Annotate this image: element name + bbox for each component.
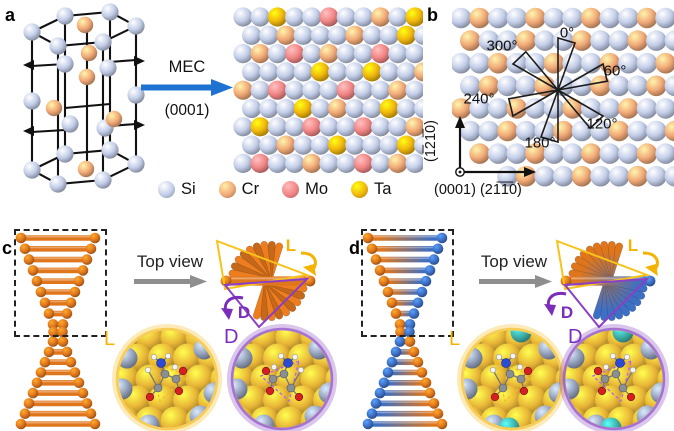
axis-up-arrowhead-icon (455, 116, 465, 128)
mec-plane-label: (0001) (164, 102, 210, 119)
rotation-pinwheel (507, 36, 609, 144)
adsorption-inset-d-d (559, 324, 669, 431)
rotation-arrow-l-c-icon (300, 251, 317, 276)
si-sphere-icon (158, 181, 175, 198)
axis-right-arrowhead-icon (524, 167, 536, 177)
legend-label-si: Si (181, 180, 196, 198)
alloy-surface-lattice (233, 7, 423, 173)
top-view-label-d: Top view (480, 252, 548, 271)
rotation-l-label-d: L (627, 236, 639, 255)
angle-label-240: 240° (463, 90, 495, 108)
ta-sphere-icon (351, 181, 369, 198)
crystal-atoms (23, 3, 145, 193)
helix-d-selection-box (361, 229, 454, 337)
adsorption-inset-d-l (457, 324, 567, 431)
edge-direction-arrows (23, 56, 145, 136)
molecule (259, 352, 305, 403)
crystal-unit-cell (23, 3, 145, 193)
element-legend: Si Cr Mo Ta (158, 180, 391, 199)
helix-rungs (362, 232, 448, 430)
panel-a-label: a (5, 5, 16, 25)
legend-item-ta: Ta (351, 180, 391, 199)
rotation-l-label-c: L (285, 236, 297, 255)
angle-label-60: 60° (603, 62, 627, 80)
panel-c-label: c (2, 238, 13, 258)
helix-d (362, 232, 448, 430)
helix-c (15, 232, 101, 430)
rotation-arrow-l-d-icon (642, 251, 659, 276)
top-view-fan-c (215, 239, 316, 329)
cr-sphere-icon (218, 181, 236, 198)
legend-label-ta: Ta (374, 180, 392, 198)
legend-item-si: Si (158, 180, 196, 199)
rotation-arrow-d-c-icon (221, 295, 244, 320)
sicr-lattice-with-pinwheel (452, 7, 674, 187)
inset-d-label-c: D (224, 326, 239, 348)
mec-label: MEC (168, 58, 206, 76)
mec-right-arrow-icon (141, 79, 233, 96)
top-view-fan-d (555, 239, 656, 329)
mo-sphere-icon (282, 181, 300, 198)
molecule (144, 352, 190, 403)
top-view-label-c: Top view (136, 252, 204, 271)
legend-label-mo: Mo (305, 180, 329, 198)
adsorption-inset-c-l (112, 324, 222, 431)
rotation-d-label-c: D (237, 303, 251, 322)
inset-surface (118, 330, 216, 428)
adsorption-inset-c-d (227, 324, 337, 431)
inset-l-label-c: L (104, 328, 116, 350)
lattice-spheres (233, 7, 423, 173)
inset-l-label-d: L (449, 328, 461, 350)
legend-item-cr: Cr (218, 180, 260, 199)
helix-c-selection-box (14, 229, 107, 337)
top-view-arrow-c-icon (134, 275, 207, 288)
axis-vertical-label: (1̅21̅0) (423, 120, 439, 162)
molecule (489, 352, 535, 403)
angle-label-120: 120° (586, 115, 618, 133)
panel-b-label: b (427, 5, 438, 25)
rotation-arrow-d-d-icon (544, 291, 567, 316)
molecule (591, 352, 637, 403)
crystal-wireframe (29, 10, 139, 186)
panel-d-label: d (349, 238, 360, 258)
lattice-spheres (452, 7, 674, 187)
mec-arrow-group: MEC (0001) (139, 58, 235, 120)
angle-label-0: 0° (559, 24, 575, 42)
helix-rungs (15, 232, 101, 430)
d-triangle-outline (563, 277, 650, 329)
crystal-axes (455, 116, 536, 177)
angle-label-300: 300° (486, 37, 518, 55)
d-triangle-outline (223, 277, 310, 329)
legend-item-mo: Mo (282, 180, 328, 199)
rotation-d-label-d: D (560, 303, 574, 322)
top-view-arrow-d-icon (479, 275, 552, 288)
angle-label-180: 180° (524, 134, 556, 152)
axis-horizontal-label: (0001) (21̅1̅0) (434, 182, 522, 198)
legend-label-cr: Cr (241, 180, 260, 198)
